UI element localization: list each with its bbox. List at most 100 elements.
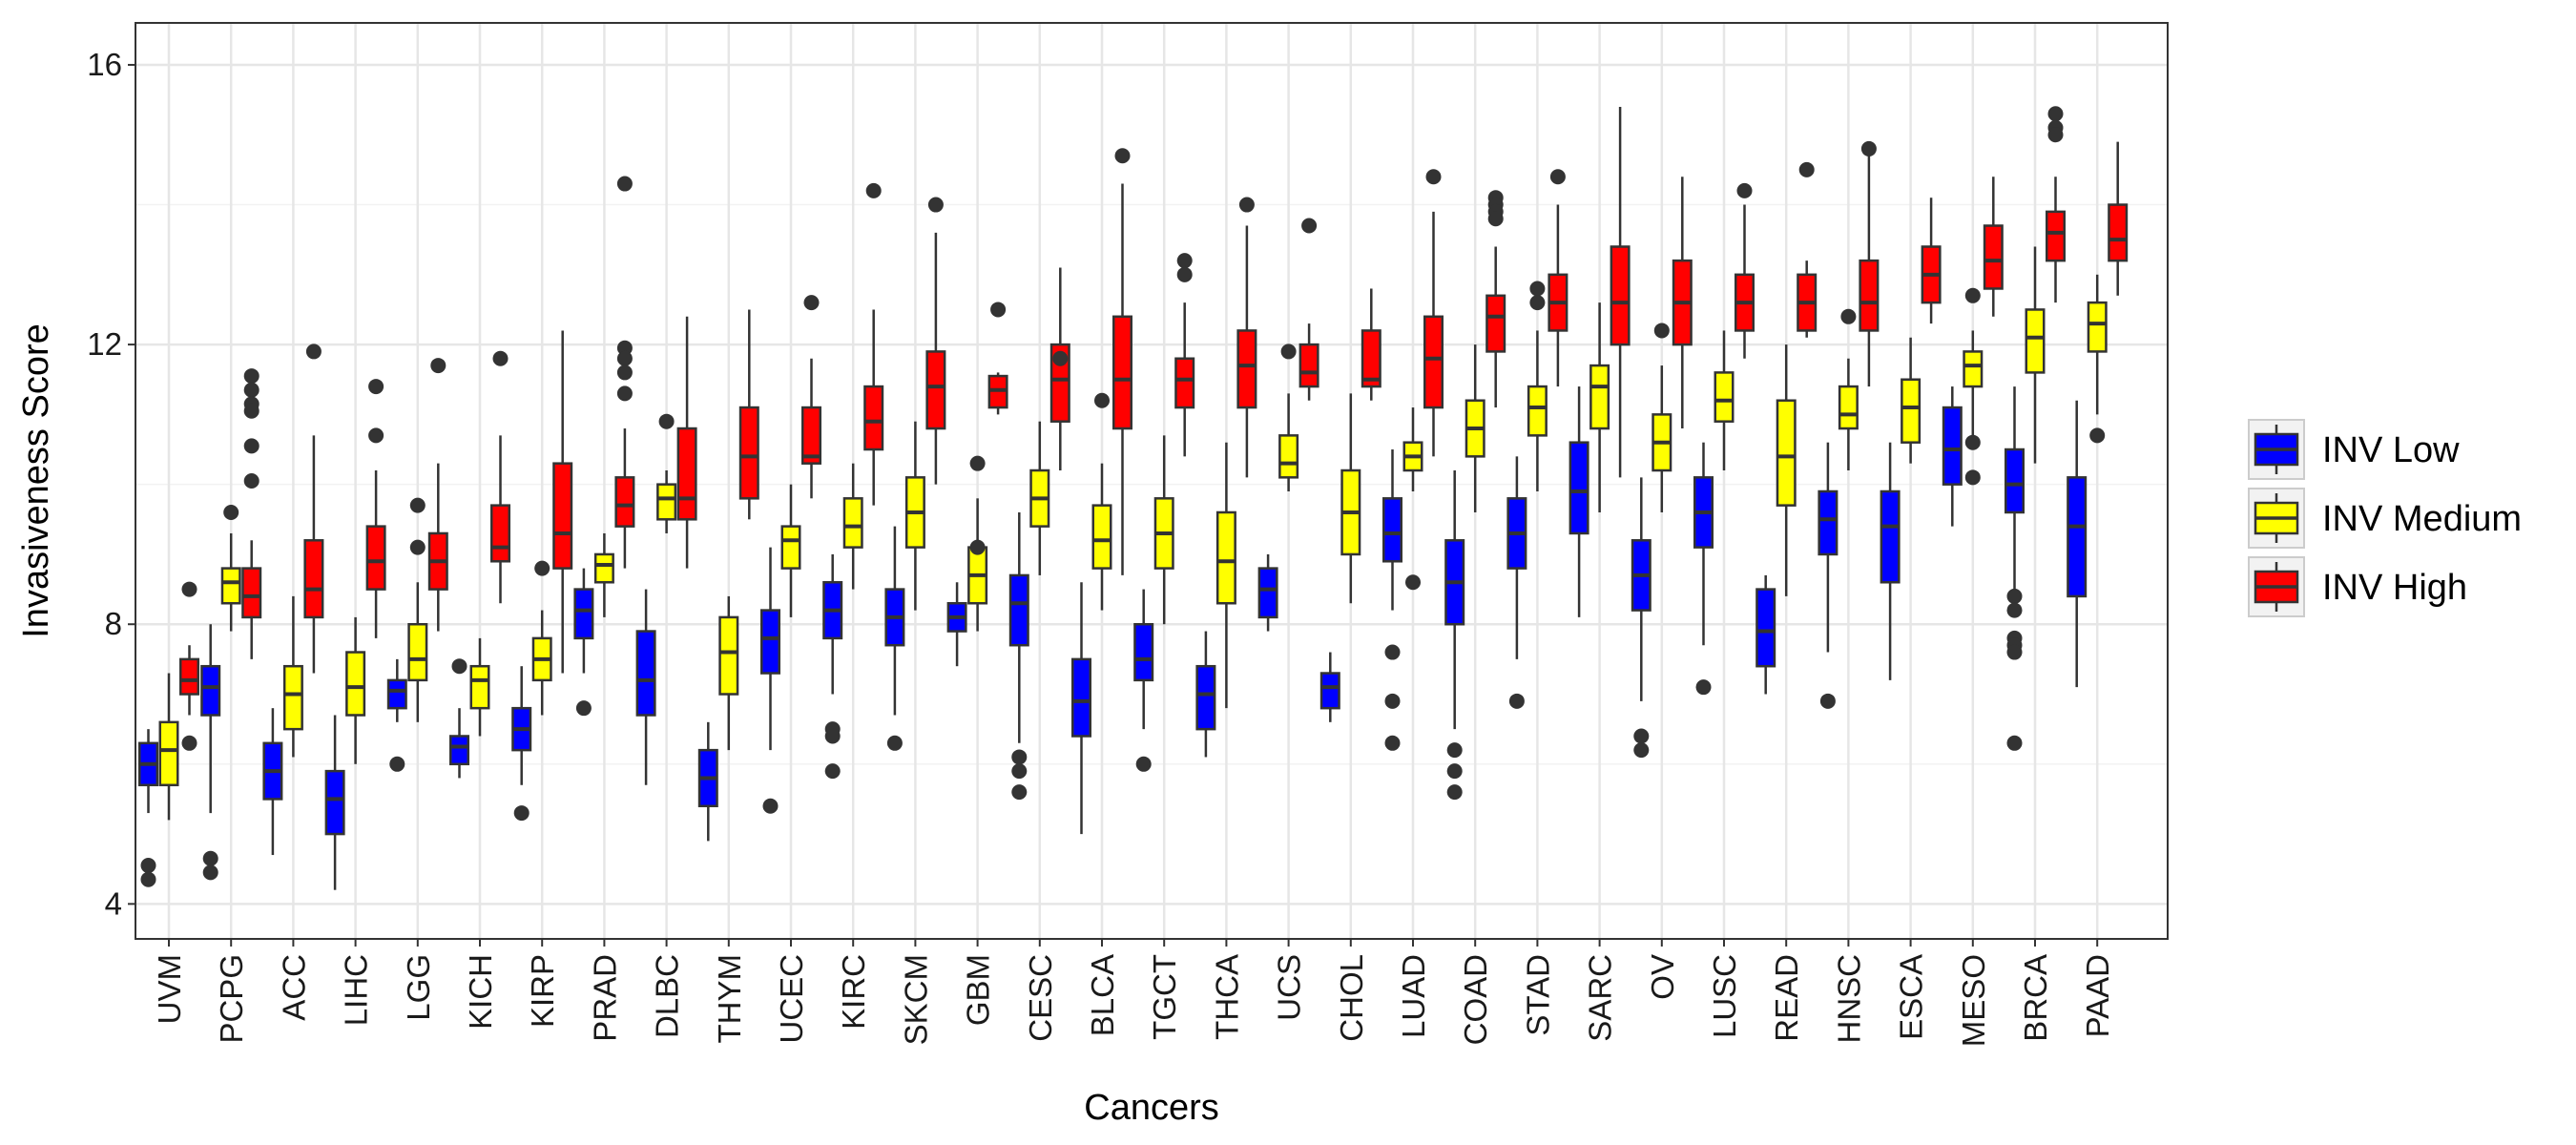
x-tick-label-luad: LUAD — [1396, 954, 1431, 1038]
outlier-point — [1176, 266, 1193, 282]
box-iqr — [614, 476, 635, 528]
box-sarc-inv-medium — [1589, 302, 1610, 512]
box-iqr — [1714, 371, 1735, 423]
box-iqr — [179, 657, 199, 696]
x-tick-label-prad: PRAD — [587, 954, 622, 1042]
box-iqr — [365, 525, 386, 591]
outlier-point — [1964, 469, 1981, 486]
outlier-point — [1405, 574, 1421, 591]
box-iqr — [1174, 357, 1195, 409]
outlier-point — [616, 364, 633, 381]
box-iqr — [2005, 448, 2025, 514]
box-iqr — [2067, 476, 2088, 598]
box-kich-inv-medium — [469, 637, 490, 737]
box-esca-inv-medium — [1901, 337, 1922, 464]
outlier-point — [1301, 218, 1318, 234]
outlier-point — [1425, 169, 1442, 185]
category-uvm — [138, 581, 199, 887]
outlier-point — [243, 438, 260, 454]
box-brca-inv-high — [2046, 106, 2066, 303]
box-iqr — [1298, 343, 1319, 388]
box-gbm-inv-medium — [967, 455, 988, 632]
outlier-point — [534, 560, 551, 576]
box-uvm-inv-low — [138, 729, 158, 887]
box-iqr — [2087, 301, 2108, 353]
category-coad — [1444, 190, 1506, 801]
category-kich — [449, 350, 510, 779]
outlier-point — [389, 756, 405, 772]
category-ucec — [760, 295, 821, 814]
box-chol-inv-low — [1319, 652, 1340, 722]
x-tick-label-acc: ACC — [276, 954, 311, 1021]
box-tgct-inv-low — [1133, 589, 1154, 772]
outlier-point — [2006, 644, 2023, 660]
box-thym-inv-high — [738, 309, 759, 520]
box-meso-inv-medium — [1963, 287, 1984, 486]
x-tick-label-thca: THCA — [1209, 954, 1244, 1040]
y-tick-label: 16 — [87, 47, 122, 82]
legend: INV Low INV Medium INV High — [2228, 406, 2543, 620]
box-stad-inv-medium — [1527, 281, 1548, 491]
box-iqr — [1589, 364, 1610, 430]
box-paad-inv-medium — [2087, 274, 2108, 444]
box-iqr — [1361, 329, 1381, 388]
box-luad-inv-low — [1382, 449, 1402, 751]
outlier-point — [202, 864, 218, 881]
x-tick-label-gbm: GBM — [961, 954, 996, 1026]
box-blca-inv-medium — [1091, 392, 1112, 611]
x-tick-label-cesc: CESC — [1023, 954, 1058, 1042]
box-iqr — [1485, 294, 1506, 353]
category-cesc — [1008, 267, 1070, 801]
box-kich-inv-low — [449, 658, 469, 779]
category-stad — [1506, 169, 1568, 709]
box-ucec-inv-low — [760, 547, 780, 814]
plot-panel — [135, 23, 2168, 939]
category-ov — [1631, 177, 1693, 759]
category-meso — [1942, 177, 2004, 527]
box-ov-inv-high — [1672, 177, 1693, 429]
x-tick-label-chol: CHOL — [1334, 954, 1369, 1042]
box-lgg-inv-high — [427, 358, 448, 632]
x-tick-label-paad: PAAD — [2080, 954, 2115, 1037]
box-luad-inv-high — [1423, 169, 1444, 457]
outlier-point — [1094, 392, 1110, 408]
box-stad-inv-high — [1548, 169, 1568, 387]
outlier-point — [243, 473, 260, 489]
category-kirc — [822, 182, 884, 780]
x-tick-label-coad: COAD — [1458, 954, 1493, 1045]
category-chol — [1319, 288, 1381, 722]
box-tgct-inv-medium — [1153, 435, 1174, 625]
outlier-point — [1238, 197, 1255, 213]
outlier-point — [1176, 253, 1193, 269]
box-iqr — [656, 483, 677, 521]
box-iqr — [1071, 657, 1091, 738]
box-iqr — [925, 350, 946, 430]
box-iqr — [407, 622, 428, 682]
box-stad-inv-low — [1506, 456, 1527, 709]
outlier-point — [927, 197, 944, 213]
outlier-point — [2047, 106, 2064, 122]
outlier-point — [1633, 728, 1650, 744]
box-kirp-inv-high — [552, 330, 573, 674]
box-gbm-inv-low — [946, 582, 967, 667]
box-iqr — [552, 462, 573, 570]
box-dlbc-inv-low — [635, 589, 656, 785]
x-tick-label-lusc: LUSC — [1707, 954, 1742, 1038]
x-tick-label-meso: MESO — [1956, 954, 1991, 1047]
outlier-point — [409, 539, 426, 555]
category-gbm — [946, 302, 1008, 667]
box-iqr — [1942, 406, 1963, 486]
box-brca-inv-low — [2005, 386, 2025, 751]
box-iqr — [593, 552, 614, 584]
box-paad-inv-high — [2108, 141, 2129, 296]
box-iqr — [2025, 308, 2046, 374]
box-iqr — [780, 525, 801, 570]
box-blca-inv-high — [1112, 148, 1132, 575]
y-tick-label: 12 — [87, 326, 122, 362]
box-hnsc-inv-low — [1818, 442, 1839, 709]
box-dlbc-inv-medium — [656, 413, 677, 533]
outlier-point — [1508, 693, 1525, 709]
box-prad-inv-high — [614, 176, 635, 569]
category-dlbc — [635, 316, 697, 785]
box-ucec-inv-high — [801, 295, 821, 499]
